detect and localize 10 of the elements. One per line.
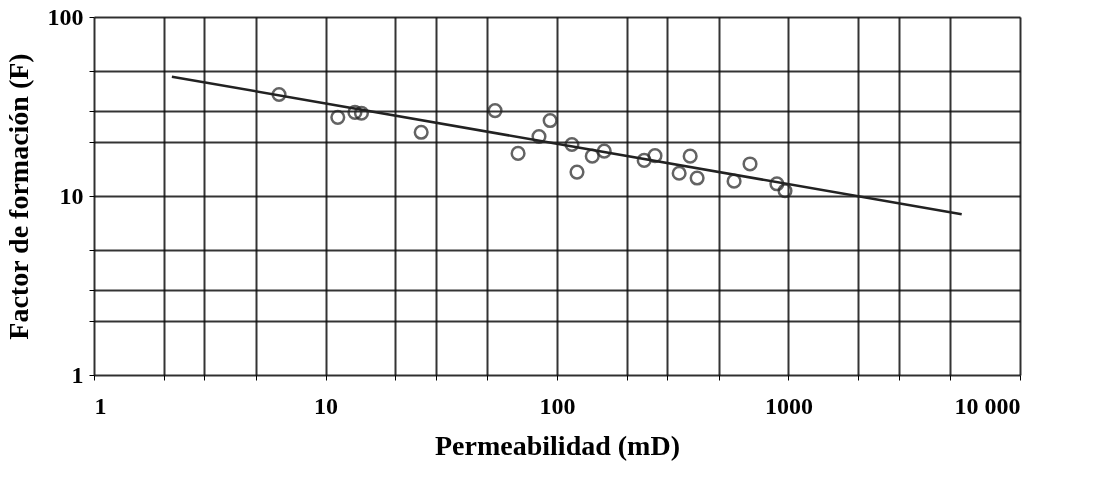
x-tick-label: 10	[314, 392, 338, 419]
y-tick-label: 1	[71, 361, 84, 388]
y-tick-label: 100	[47, 3, 84, 30]
x-tick-label: 1000	[765, 392, 813, 419]
y-axis-title: Factor de formación (F)	[2, 53, 34, 340]
x-tick-label: 10 000	[954, 392, 1021, 419]
y-tick-label: 10	[59, 182, 84, 209]
x-tick-label: 100	[539, 392, 576, 419]
x-axis-title: Permeabilidad (mD)	[435, 429, 680, 461]
x-tick-label: 1	[94, 392, 107, 419]
